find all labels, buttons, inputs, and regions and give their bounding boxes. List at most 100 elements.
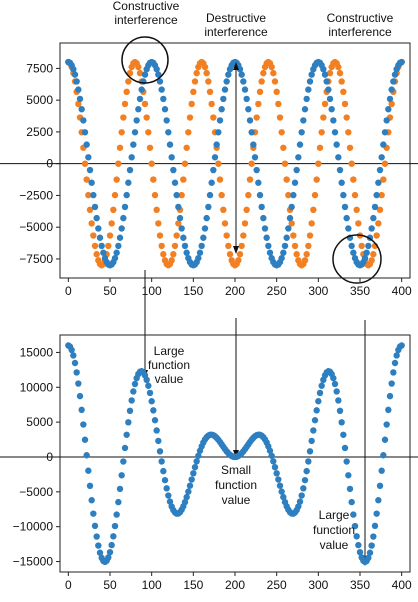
x-tick-label: 0 — [65, 578, 72, 592]
bottom-blue-point — [298, 492, 305, 499]
bottom-blue-point — [91, 522, 99, 530]
top-orange-point — [255, 100, 262, 108]
top-blue-point — [300, 117, 307, 124]
top-blue-point — [116, 234, 124, 241]
top-orange-point — [218, 191, 225, 199]
bottom-blue-point — [371, 522, 379, 530]
bottom-blue-point — [268, 452, 275, 459]
bottom-blue-point — [128, 397, 135, 404]
bottom-blue-point — [375, 497, 382, 504]
top-blue-point — [81, 129, 89, 136]
top-blue-point — [93, 214, 100, 222]
top-blue-point — [280, 249, 287, 256]
bottom-blue-point — [340, 431, 347, 438]
top-orange-point — [276, 114, 284, 121]
top-orange-point — [291, 242, 299, 250]
top-blue-point — [163, 117, 170, 124]
bottom-blue-point — [391, 359, 399, 367]
top-blue-point — [335, 154, 342, 161]
top-blue-point — [256, 191, 264, 199]
top-blue-point — [111, 254, 119, 262]
top-blue-point — [201, 225, 209, 232]
bottom-blue-point — [186, 482, 194, 489]
top-orange-point — [273, 88, 280, 96]
top-blue-point — [215, 129, 222, 136]
top-orange-point — [353, 206, 360, 214]
top-blue-point — [330, 117, 337, 124]
top-blue-point — [130, 141, 137, 148]
bottom-blue-point — [333, 388, 340, 395]
top-blue-point — [251, 154, 259, 161]
top-orange-point — [335, 63, 342, 71]
top-orange-point — [338, 78, 345, 85]
top-orange-point — [150, 176, 157, 183]
bottom-blue-point — [390, 369, 397, 376]
top-blue-point — [75, 86, 82, 93]
top-blue-point — [210, 166, 217, 174]
top-orange-point — [315, 160, 322, 167]
bottom-blue-point — [296, 498, 304, 505]
top-blue-point — [326, 95, 334, 103]
bottom-blue-point — [195, 452, 202, 459]
top-blue-point — [243, 95, 250, 103]
top-orange-point — [113, 176, 120, 183]
bottom-blue-point — [125, 419, 132, 426]
x-tick-label: 400 — [392, 284, 412, 298]
top-orange-point — [346, 144, 354, 151]
bottom-blue-point — [306, 448, 314, 455]
top-orange-point — [105, 242, 112, 250]
bottom-blue-point — [148, 398, 155, 405]
bottom-blue-point — [331, 380, 339, 388]
x-tick-label: 250 — [267, 284, 287, 298]
top-blue-point — [131, 129, 139, 136]
top-blue-point — [376, 166, 384, 174]
top-blue-point — [328, 106, 335, 113]
top-orange-point — [275, 100, 282, 108]
top-blue-point — [161, 106, 169, 113]
top-orange-point — [158, 242, 165, 250]
top-orange-point — [256, 88, 264, 96]
top-orange-point — [126, 69, 134, 77]
top-blue-point — [381, 129, 389, 136]
bottom-blue-point — [143, 376, 150, 384]
x-tick-label: 400 — [392, 578, 412, 592]
top-blue-point — [340, 191, 347, 199]
annotation-constructive-right-line1: Constructive — [327, 11, 394, 25]
top-blue-point — [391, 71, 399, 78]
top-blue-point — [135, 106, 142, 113]
bottom-blue-point — [145, 382, 152, 389]
top-orange-point — [160, 251, 167, 258]
bottom-blue-point — [83, 452, 90, 459]
x-tick-label: 150 — [183, 578, 203, 592]
top-blue-point — [216, 117, 224, 124]
top-blue-point — [121, 203, 129, 211]
destructive-arrowhead-bottom — [233, 246, 239, 254]
top-orange-point — [281, 160, 289, 167]
top-blue-point — [196, 249, 204, 256]
top-blue-point — [380, 141, 387, 148]
top-orange-point — [381, 160, 389, 167]
y-tick-label: −7500 — [19, 252, 53, 266]
bottom-blue-point — [93, 533, 100, 540]
top-orange-point — [343, 114, 350, 121]
x-tick-label: 200 — [225, 284, 245, 298]
top-blue-point — [321, 71, 329, 78]
top-orange-point — [376, 206, 384, 214]
top-blue-point — [331, 129, 339, 136]
top-orange-point — [245, 191, 252, 199]
top-orange-point — [336, 69, 344, 77]
constructive-circle-left — [121, 36, 169, 84]
bottom-blue-point — [316, 389, 324, 397]
top-blue-point — [170, 166, 177, 174]
bottom-blue-point — [68, 346, 75, 354]
top-orange-point — [278, 129, 285, 136]
top-blue-point — [303, 95, 310, 103]
bottom-blue-point — [318, 382, 325, 389]
top-orange-point — [153, 206, 160, 214]
top-blue-point — [390, 78, 397, 85]
top-orange-point — [370, 251, 377, 258]
top-orange-point — [156, 232, 164, 239]
annotation-small-mid-line3: value — [222, 493, 251, 507]
top-orange-point — [203, 69, 210, 77]
annotation-small-mid-line2: function — [215, 478, 257, 492]
